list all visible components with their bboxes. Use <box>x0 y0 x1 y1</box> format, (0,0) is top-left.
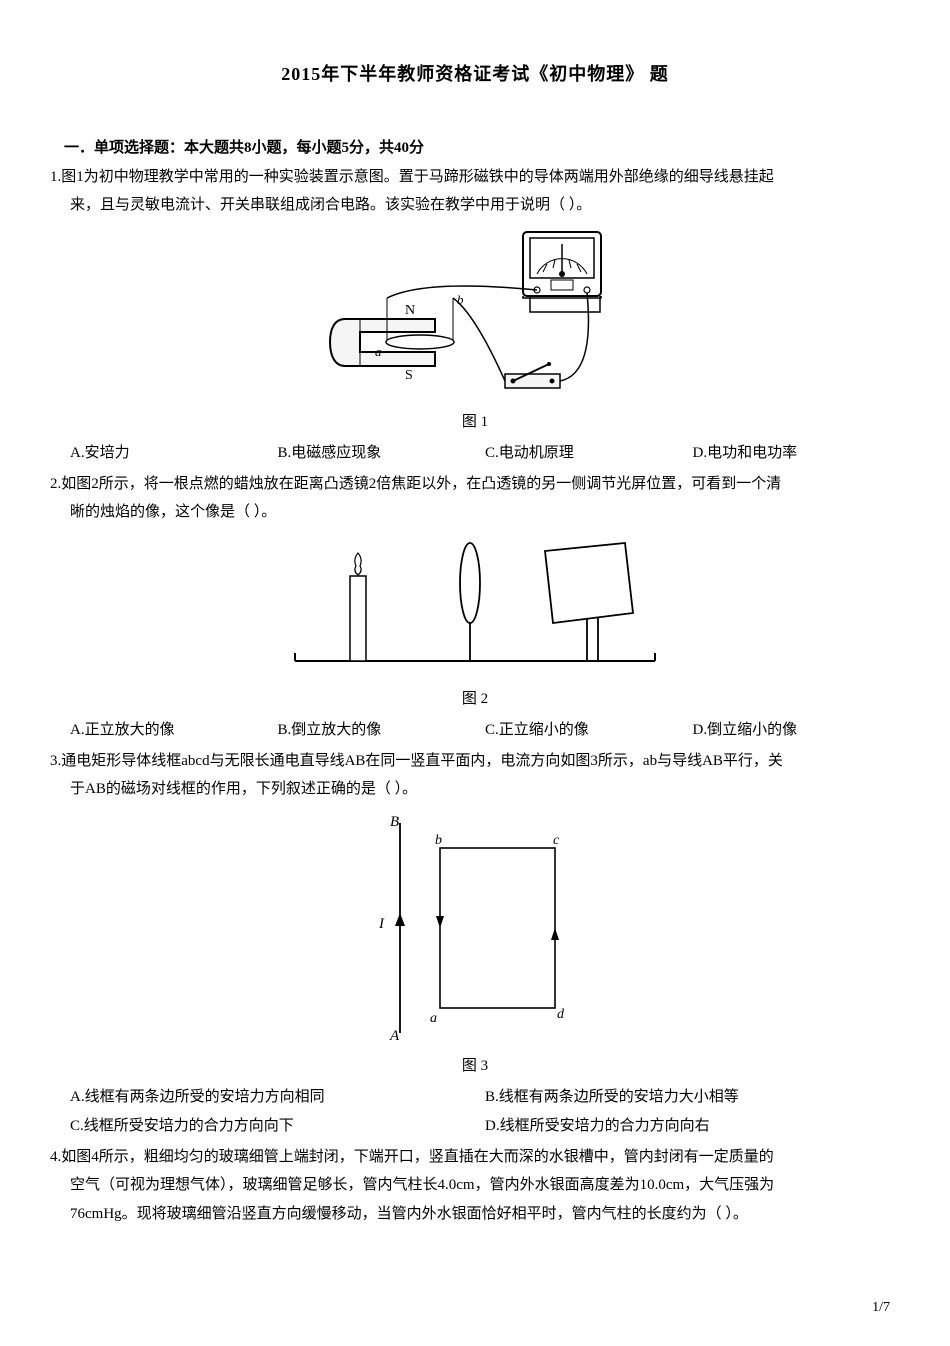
q1-option-a: A.安培力 <box>70 441 278 462</box>
page-number: 1/7 <box>872 1300 890 1316</box>
q3-option-b: B.线框有两条边所受的安培力大小相等 <box>485 1085 900 1106</box>
q2-options: A.正立放大的像 B.倒立放大的像 C.正立缩小的像 D.倒立缩小的像 <box>70 718 900 739</box>
q2-option-d: D.倒立缩小的像 <box>693 718 901 739</box>
q3-options-row1: A.线框有两条边所受的安培力方向相同 B.线框有两条边所受的安培力大小相等 <box>70 1085 900 1106</box>
label-c: c <box>553 833 560 848</box>
loop-abcd <box>440 848 555 1008</box>
q2-stem-line2: 晰的烛焰的像，这个像是（ ）。 <box>70 500 900 526</box>
figure-2-caption: 图 2 <box>50 687 900 708</box>
q3-option-c: C.线框所受安培力的合力方向向下 <box>70 1114 485 1135</box>
figure-1-caption: 图 1 <box>50 410 900 431</box>
magnet-icon: N S <box>330 303 435 383</box>
q1-stem-line1: 1.图1为初中物理教学中常用的一种实验装置示意图。置于马蹄形磁铁中的导体两端用外… <box>50 165 900 191</box>
figure-3: B A I b c a d <box>50 808 900 1048</box>
q1-text1: 图1为初中物理教学中常用的一种实验装置示意图。置于马蹄形磁铁中的导体两端用外部绝… <box>61 169 774 185</box>
q3-options-row2: C.线框所受安培力的合力方向向下 D.线框所受安培力的合力方向向右 <box>70 1114 900 1135</box>
switch-icon <box>505 362 560 388</box>
q1-option-b: B.电磁感应现象 <box>278 441 486 462</box>
question-4: 4.如图4所示，粗细均匀的玻璃细管上端封闭，下端开口，竖直插在大而深的水银槽中，… <box>50 1145 900 1228</box>
q4-number: 4. <box>50 1149 61 1165</box>
question-3: 3.通电矩形导体线框abcd与无限长通电直导线AB在同一竖直平面内，电流方向如图… <box>50 749 900 1135</box>
q4-stem-line3: 76cmHg。现将玻璃细管沿竖直方向缓慢移动，当管内外水银面恰好相平时，管内气柱… <box>70 1202 900 1228</box>
q1-number: 1. <box>50 169 61 185</box>
q3-stem-line1: 3.通电矩形导体线框abcd与无限长通电直导线AB在同一竖直平面内，电流方向如图… <box>50 749 900 775</box>
q4-stem-line1: 4.如图4所示，粗细均匀的玻璃细管上端封闭，下端开口，竖直插在大而深的水银槽中，… <box>50 1145 900 1171</box>
q2-number: 2. <box>50 476 61 492</box>
svg-text:a: a <box>375 344 382 359</box>
q4-text1: 如图4所示，粗细均匀的玻璃细管上端封闭，下端开口，竖直插在大而深的水银槽中，管内… <box>61 1149 774 1165</box>
label-A: A <box>389 1028 400 1044</box>
q3-stem-line2: 于AB的磁场对线框的作用，下列叙述正确的是（ ）。 <box>70 777 900 803</box>
q2-option-b: B.倒立放大的像 <box>278 718 486 739</box>
svg-text:S: S <box>405 368 413 383</box>
q2-option-a: A.正立放大的像 <box>70 718 278 739</box>
figure-2-svg <box>285 531 665 681</box>
label-b: b <box>435 833 442 848</box>
exam-title: 2015年下半年教师资格证考试《初中物理》 题 <box>50 60 900 86</box>
loop-arrow-left <box>436 916 444 928</box>
q1-stem-line2: 来，且与灵敏电流计、开关串联组成闭合电路。该实验在教学中用于说明（ ）。 <box>70 193 900 219</box>
galvanometer-icon <box>523 232 601 312</box>
section-1-heading: 一．单项选择题：本大题共8小题，每小题5分，共40分 <box>64 136 900 157</box>
loop-arrow-right <box>551 928 559 940</box>
figure-1-svg: N S a b <box>305 224 645 404</box>
figure-1: N S a b <box>50 224 900 404</box>
q4-stem-line2: 空气（可视为理想气体），玻璃细管足够长，管内气柱长4.0cm，管内外水银面高度差… <box>70 1173 900 1199</box>
screen-icon <box>545 543 633 661</box>
page: 2015年下半年教师资格证考试《初中物理》 题 一．单项选择题：本大题共8小题，… <box>0 0 950 1346</box>
q2-stem-line1: 2.如图2所示，将一根点燃的蜡烛放在距离凸透镜2倍焦距以外，在凸透镜的另一侧调节… <box>50 472 900 498</box>
q3-option-d: D.线框所受安培力的合力方向向右 <box>485 1114 900 1135</box>
question-2: 2.如图2所示，将一根点燃的蜡烛放在距离凸透镜2倍焦距以外，在凸透镜的另一侧调节… <box>50 472 900 739</box>
figure-3-caption: 图 3 <box>50 1054 900 1075</box>
q3-number: 3. <box>50 753 61 769</box>
q2-option-c: C.正立缩小的像 <box>485 718 693 739</box>
q1-options: A.安培力 B.电磁感应现象 C.电动机原理 D.电功和电功率 <box>70 441 900 462</box>
label-I: I <box>378 916 385 932</box>
q3-option-a: A.线框有两条边所受的安培力方向相同 <box>70 1085 485 1106</box>
candle-icon <box>350 553 366 661</box>
figure-3-svg: B A I b c a d <box>345 808 605 1048</box>
lens-icon <box>460 543 480 661</box>
q2-text1: 如图2所示，将一根点燃的蜡烛放在距离凸透镜2倍焦距以外，在凸透镜的另一侧调节光屏… <box>61 476 781 492</box>
label-d: d <box>557 1007 565 1022</box>
q1-option-c: C.电动机原理 <box>485 441 693 462</box>
figure-2 <box>50 531 900 681</box>
label-a: a <box>430 1011 437 1026</box>
current-arrow-icon <box>395 913 405 926</box>
label-B: B <box>390 814 399 830</box>
question-1: 1.图1为初中物理教学中常用的一种实验装置示意图。置于马蹄形磁铁中的导体两端用外… <box>50 165 900 462</box>
svg-text:N: N <box>405 303 415 318</box>
q3-text1: 通电矩形导体线框abcd与无限长通电直导线AB在同一竖直平面内，电流方向如图3所… <box>61 753 783 769</box>
q1-option-d: D.电功和电功率 <box>693 441 901 462</box>
